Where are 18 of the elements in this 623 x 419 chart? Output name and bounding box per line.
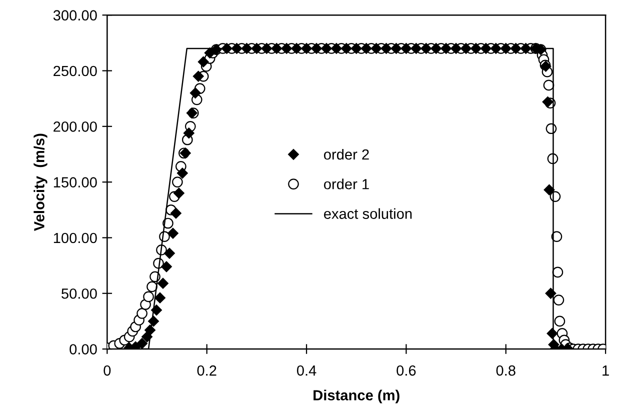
legend-label: exact solution [324,208,412,219]
y-tick-label: 200.00 [54,122,97,132]
y-tick-label: 50.00 [62,288,97,299]
y-tick-label: 300.00 [53,10,97,21]
y-axis-title: Velocity (m/s) [34,134,48,231]
x-tick-label: 0.8 [496,365,516,376]
x-axis-title: Distance (m) [314,390,400,404]
y-tick-label: 150.00 [54,177,97,188]
legend-label: order 2 [324,148,369,160]
y-tick-label: 100.00 [54,232,97,244]
x-tick-label: 0.4 [296,365,316,376]
legend-label: order 1 [324,178,369,190]
y-tick-label: 0.00 [70,344,97,354]
y-tick-label: 250.00 [54,66,97,76]
x-tick-label: 0 [104,365,111,376]
x-tick-label: 0.2 [197,365,216,376]
x-tick-label: 1 [602,366,609,376]
x-tick-label: 0.6 [396,365,416,376]
